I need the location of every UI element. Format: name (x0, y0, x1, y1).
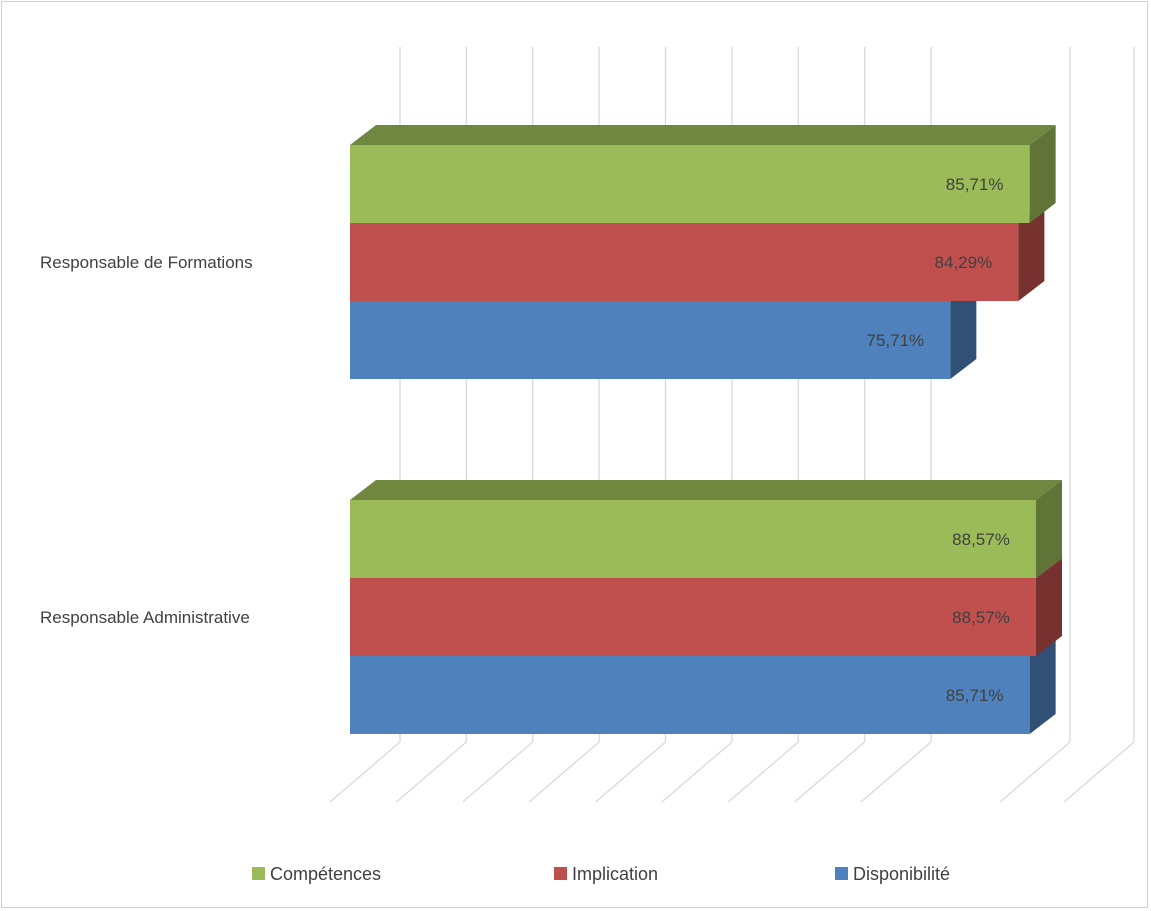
category-labels: Responsable de Formations Responsable Adm… (40, 253, 253, 627)
floor-gridline (661, 741, 733, 803)
legend: Compétences Implication Disponibilité (252, 864, 950, 884)
floor-gridline (794, 741, 866, 803)
bar-implication (350, 223, 1019, 301)
bar-side-implication (1036, 558, 1062, 656)
floor-gridline (395, 741, 467, 803)
data-label-competences: 88,57% (952, 530, 1010, 549)
category-label: Responsable Administrative (40, 608, 250, 627)
floor-gridline (528, 741, 600, 803)
floor-gridline (329, 741, 401, 803)
bars (350, 125, 1062, 734)
legend-swatch-competences (252, 867, 265, 880)
bar-side-competences (1029, 125, 1056, 223)
floor-gridline (462, 741, 534, 803)
bar-top-competences (350, 480, 1062, 500)
legend-swatch-implication (554, 867, 567, 880)
bar-disponibilite (350, 301, 951, 379)
bar-competences (350, 500, 1036, 578)
data-labels: 75,71% 84,29% 85,71% 85,71% 88,57% 88,57% (867, 175, 1010, 705)
legend-swatch-disponibilite (835, 867, 848, 880)
bar-side-disponibilite (1029, 636, 1056, 734)
floor-gridline (860, 741, 932, 803)
data-label-implication: 88,57% (952, 608, 1010, 627)
data-label-disponibilite: 75,71% (867, 331, 925, 350)
bar-side-disponibilite (950, 281, 977, 379)
bar-implication (350, 578, 1036, 656)
floor-gridline (727, 741, 799, 803)
data-label-competences: 85,71% (946, 175, 1004, 194)
bar-side-implication (1018, 203, 1045, 301)
bar-top-competences (350, 125, 1056, 145)
legend-label-disponibilite: Disponibilité (853, 864, 950, 884)
floor-gridline (595, 741, 666, 803)
floor-gridline (999, 741, 1071, 803)
legend-label-implication: Implication (572, 864, 658, 884)
bar-disponibilite (350, 656, 1030, 734)
bar-competences (350, 145, 1030, 223)
data-label-implication: 84,29% (935, 253, 993, 272)
data-label-disponibilite: 85,71% (946, 686, 1004, 705)
floor-gridline (1063, 741, 1135, 803)
bar-side-competences (1036, 480, 1062, 578)
category-label: Responsable de Formations (40, 253, 253, 272)
legend-label-competences: Compétences (270, 864, 381, 884)
